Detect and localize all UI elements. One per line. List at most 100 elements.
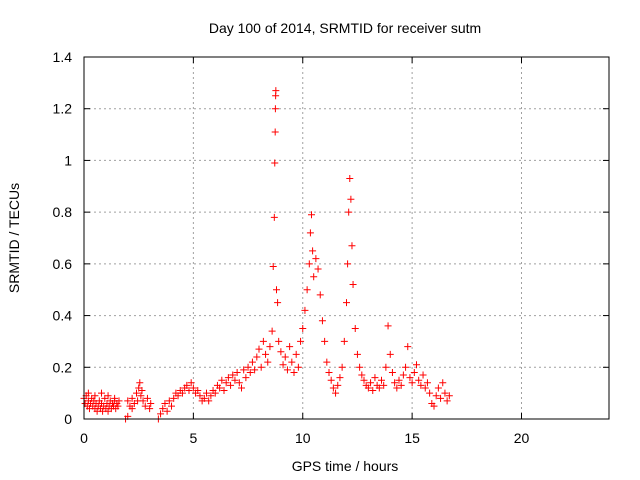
- data-point: [231, 376, 239, 384]
- data-point: [351, 325, 359, 332]
- data-point: [353, 350, 361, 358]
- data-point: [270, 213, 278, 221]
- data-point: [445, 392, 453, 400]
- data-point: [203, 389, 210, 397]
- data-point: [310, 273, 318, 281]
- data-point: [332, 389, 340, 397]
- y-tick-label: 1: [64, 152, 72, 168]
- data-point: [388, 368, 396, 376]
- data-point: [308, 211, 315, 219]
- data-point: [346, 175, 354, 183]
- y-tick-label: 0.6: [53, 256, 73, 272]
- data-point: [408, 379, 416, 387]
- data-point: [378, 376, 385, 384]
- data-point: [246, 368, 254, 376]
- data-point: [244, 363, 252, 371]
- data-point: [297, 337, 305, 345]
- data-point: [345, 208, 353, 216]
- y-tick-label: 1.4: [53, 49, 73, 65]
- data-point: [222, 379, 230, 387]
- data-point: [143, 394, 151, 402]
- data-point: [299, 325, 307, 332]
- data-point: [187, 379, 195, 387]
- data-point: [325, 368, 333, 376]
- data-point: [303, 286, 311, 294]
- data-point: [443, 397, 451, 405]
- data-point: [238, 384, 245, 392]
- data-point: [327, 376, 335, 384]
- data-point: [255, 345, 263, 353]
- data-point: [356, 363, 364, 371]
- data-point: [410, 368, 418, 376]
- x-tick-label: 0: [80, 430, 88, 446]
- x-tick-label: 10: [295, 430, 311, 446]
- data-point: [168, 402, 175, 410]
- y-tick-label: 0.8: [53, 204, 73, 220]
- data-point: [124, 397, 132, 405]
- data-point: [323, 358, 331, 366]
- data-point: [306, 229, 314, 237]
- data-point: [367, 379, 375, 387]
- data-point: [266, 343, 274, 351]
- data-point: [380, 381, 388, 389]
- data-point: [290, 368, 298, 376]
- data-point: [395, 376, 403, 384]
- data-point: [415, 376, 423, 384]
- y-tick-label: 1.2: [53, 101, 73, 117]
- data-point: [309, 247, 317, 255]
- data-point: [220, 387, 228, 395]
- data-point: [281, 353, 289, 361]
- data-point: [136, 379, 144, 387]
- data-point: [128, 405, 136, 413]
- data-point: [426, 389, 434, 397]
- data-point: [275, 337, 283, 345]
- data-point: [235, 379, 243, 387]
- data-point: [253, 353, 261, 361]
- data-point: [259, 337, 267, 345]
- data-point: [133, 389, 140, 397]
- data-point: [147, 399, 155, 407]
- data-point: [419, 371, 427, 379]
- data-point: [84, 389, 92, 397]
- data-point: [292, 350, 300, 358]
- data-point: [439, 379, 447, 387]
- data-point: [196, 392, 204, 400]
- axis-ticks: 0 5 10 15 20 0 0.2 0.4 0.6 0.8 1 1.2 1.4: [53, 49, 609, 446]
- data-point: [207, 392, 215, 400]
- data-point: [185, 387, 193, 395]
- data-point: [200, 394, 208, 402]
- data-point: [413, 361, 420, 369]
- data-point: [312, 255, 320, 263]
- data-point: [301, 306, 309, 314]
- data-point: [434, 384, 442, 392]
- data-point: [286, 343, 294, 351]
- data-point: [338, 363, 346, 371]
- data-point: [358, 371, 366, 379]
- y-axis-title: SRMTID / TECUs: [6, 183, 22, 293]
- data-point: [402, 363, 410, 371]
- data-point: [437, 394, 445, 402]
- data-point: [264, 358, 272, 366]
- data-point: [347, 195, 355, 203]
- data-point: [430, 402, 438, 410]
- data-point: [211, 389, 219, 397]
- data-point: [271, 159, 279, 167]
- data-point: [194, 387, 202, 395]
- chart-title: Day 100 of 2014, SRMTID for receiver sut…: [209, 20, 481, 36]
- data-point: [421, 384, 429, 392]
- data-point: [316, 291, 324, 299]
- data-point: [364, 384, 372, 392]
- data-point: [240, 366, 248, 374]
- data-point: [271, 128, 279, 136]
- data-point: [170, 394, 178, 402]
- data-point: [98, 389, 105, 397]
- data-point: [165, 397, 173, 405]
- data-point: [393, 384, 401, 392]
- data-point: [305, 260, 313, 268]
- data-point: [274, 299, 282, 307]
- data-point: [128, 394, 136, 402]
- y-tick-label: 0.4: [53, 308, 73, 324]
- data-point: [224, 374, 232, 382]
- data-point: [174, 392, 182, 400]
